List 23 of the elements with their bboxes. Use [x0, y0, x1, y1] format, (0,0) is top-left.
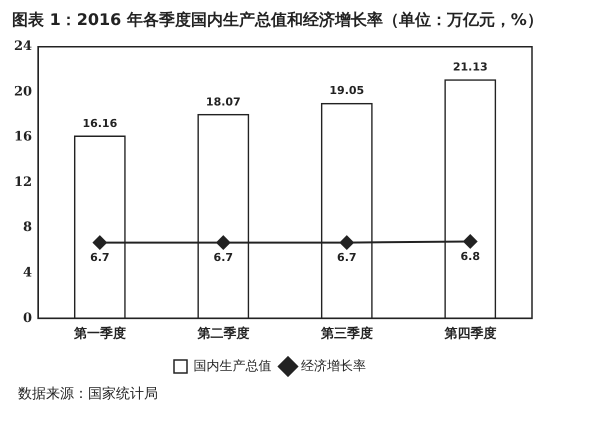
x-tick-label: 第三季度: [320, 326, 373, 342]
x-tick-label: 第四季度: [443, 326, 496, 342]
y-tick-label: 8: [23, 220, 32, 236]
y-tick-label: 16: [14, 130, 32, 145]
y-tick-label: 24: [14, 39, 32, 54]
data-label: 21.13: [452, 60, 488, 74]
y-tick-label: 20: [14, 84, 32, 100]
data-label: 18.07: [206, 95, 241, 108]
legend-label: 经济增长率: [301, 358, 366, 374]
x-tick-label: 第一季度: [72, 326, 126, 342]
data-label: 6.7: [90, 250, 110, 264]
data-label: 16.16: [82, 116, 118, 130]
y-tick-label: 0: [23, 310, 32, 326]
chart-title: 图表 1：2016 年各季度国内生产总值和经济增长率（单位：万亿元，%）: [11, 9, 544, 31]
data-label: 6.8: [460, 250, 480, 263]
x-tick-label: 第二季度: [196, 326, 250, 342]
data-label: 19.05: [329, 84, 364, 98]
source-note: 数据来源：国家统计局: [17, 385, 159, 404]
data-label: 6.7: [337, 250, 357, 264]
legend-label: 国内生产总值: [194, 358, 272, 374]
data-label: 6.7: [214, 250, 234, 264]
y-tick-label: 12: [14, 174, 32, 190]
y-tick-label: 4: [23, 266, 32, 281]
